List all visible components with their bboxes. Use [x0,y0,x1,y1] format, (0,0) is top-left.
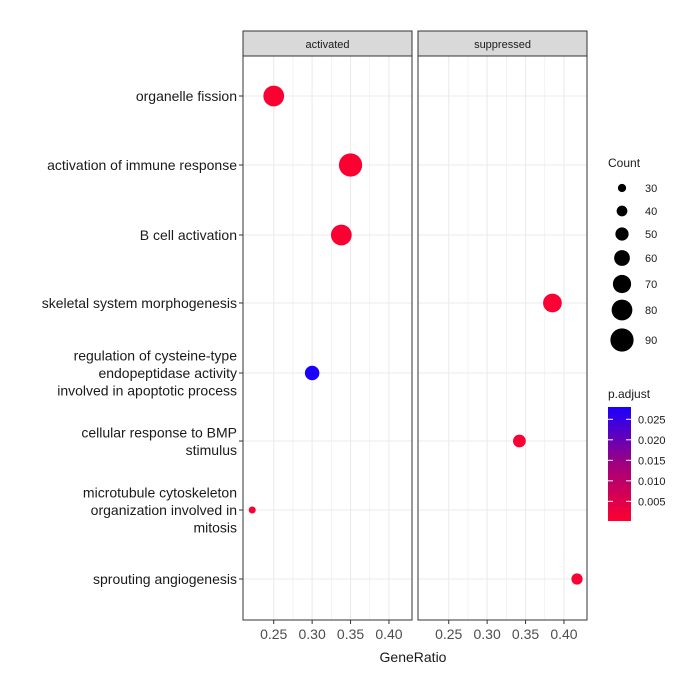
x-tick-label: 0.40 [550,626,577,642]
count-legend-label: 80 [645,305,657,317]
data-point [263,85,285,107]
x-tick-label: 0.25 [435,626,462,642]
padjust-legend-label: 0.025 [638,414,666,426]
data-point [330,224,352,246]
x-tick-label: 0.30 [299,626,326,642]
count-legend-label: 90 [645,335,657,347]
padjust-legend-label: 0.010 [638,476,666,488]
data-point [543,293,562,313]
y-term-label: skeletal system morphogenesis [42,295,237,311]
padjust-legend-label: 0.020 [638,435,666,447]
padjust-legend-label: 0.005 [638,496,666,508]
x-tick-label: 0.30 [474,626,501,642]
data-point [304,365,320,381]
count-legend-key [612,274,632,294]
count-legend-key [614,250,630,266]
x-tick-label: 0.35 [512,626,539,642]
data-point [571,573,583,585]
count-legend-key [611,299,633,321]
y-term-label: microtubule cytoskeleton organization inv… [83,485,237,536]
count-legend-key [610,328,634,352]
count-legend-label: 50 [645,229,657,241]
y-term-label: sprouting angiogenesis [93,571,237,587]
x-axis-title: GeneRatio [380,649,447,665]
data-point [513,434,526,448]
facet-strip-1 [417,30,588,57]
padjust-colorbar [608,407,631,521]
padjust-legend-label: 0.015 [638,455,666,467]
count-legend-label: 70 [645,279,657,291]
count-legend-label: 60 [645,253,657,265]
facet-strip-0 [242,30,413,57]
y-term-label: activation of immune response [47,157,237,173]
y-term-label: cellular response to BMP stimulus [81,424,237,458]
data-point [248,506,256,514]
y-term-label: regulation of cysteine-type endopeptidase… [57,348,237,399]
count-legend-key [616,205,628,217]
padjust-legend-title: p.adjust [608,387,651,401]
padjust-legend: p.adjust 0.025 0.020 0.015 0.010 0.005 [608,387,666,521]
count-legend-key [617,183,627,193]
facet-panel-0 [243,56,412,620]
data-point [338,153,363,177]
count-legend-key [615,227,629,241]
count-legend-title: Count [608,156,641,170]
y-term-label: B cell activation [140,227,237,243]
facet-label-0: activated [305,39,349,51]
count-legend-label: 30 [645,183,657,195]
facet-label-1: suppressed [474,39,531,51]
facet-panel-1 [418,56,587,620]
count-legend-label: 40 [645,206,657,218]
count-legend: Count 30 40 50 60 70 80 90 [608,156,657,352]
y-term-label: organelle fission [136,88,237,104]
x-tick-label: 0.35 [337,626,364,642]
x-tick-label: 0.40 [375,626,402,642]
x-tick-label: 0.25 [260,626,287,642]
